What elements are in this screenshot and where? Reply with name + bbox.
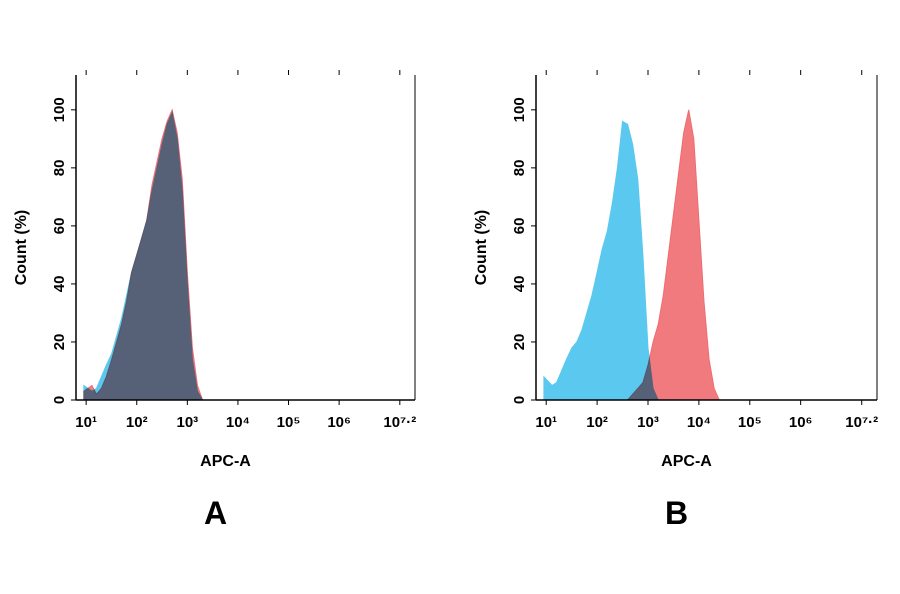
x-tick-label: 10⁴ xyxy=(226,414,250,431)
x-tick-label: 10¹ xyxy=(535,414,557,431)
y-axis-label: Count (%) xyxy=(13,210,30,286)
x-tick-label: 10⁶ xyxy=(327,414,351,431)
x-tick-label: 10¹ xyxy=(75,414,97,431)
y-tick-label: 20 xyxy=(511,334,528,351)
y-tick-label: 20 xyxy=(51,334,68,351)
y-axis-label: Count (%) xyxy=(473,210,490,286)
x-tick-label: 10² xyxy=(126,414,148,431)
y-tick-label: 60 xyxy=(51,218,68,235)
panel-label: B xyxy=(665,495,688,531)
panel: 0 20 40 60 80 100 10¹ 10² 10³ 10⁴ 10⁵ 10⁶ 10⁷·² APC-A… xyxy=(473,70,878,531)
x-axis-label: APC-A xyxy=(200,453,251,470)
x-axis-label: APC-A xyxy=(661,453,712,470)
y-tick-label: 40 xyxy=(511,276,528,293)
y-tick-label: 80 xyxy=(51,160,68,177)
x-tick-label: 10² xyxy=(586,414,608,431)
histogram-area xyxy=(543,120,659,401)
y-tick-label: 100 xyxy=(511,97,528,122)
y-tick-label: 100 xyxy=(51,97,68,122)
x-tick-label: 10³ xyxy=(176,414,198,431)
panel-label: A xyxy=(204,495,227,531)
y-tick-label: 0 xyxy=(511,396,528,404)
y-tick-label: 0 xyxy=(51,396,68,404)
panel: 0 20 40 60 80 100 10¹ 10² 10³ 10⁴ 10⁵ 10⁶ 10⁷·² APC-A… xyxy=(13,70,416,531)
x-tick-label: 10⁷·² xyxy=(845,414,878,431)
x-tick-label: 10³ xyxy=(637,414,659,431)
x-tick-label: 10⁵ xyxy=(738,414,762,431)
histogram-area xyxy=(626,109,721,401)
x-tick-label: 10⁴ xyxy=(687,414,711,431)
histogram-area xyxy=(83,108,204,401)
x-tick-label: 10⁶ xyxy=(789,414,813,431)
y-tick-label: 60 xyxy=(511,218,528,235)
y-tick-label: 40 xyxy=(51,276,68,293)
x-tick-label: 10⁵ xyxy=(277,414,301,431)
x-tick-label: 10⁷·² xyxy=(383,414,416,431)
y-tick-label: 80 xyxy=(511,160,528,177)
